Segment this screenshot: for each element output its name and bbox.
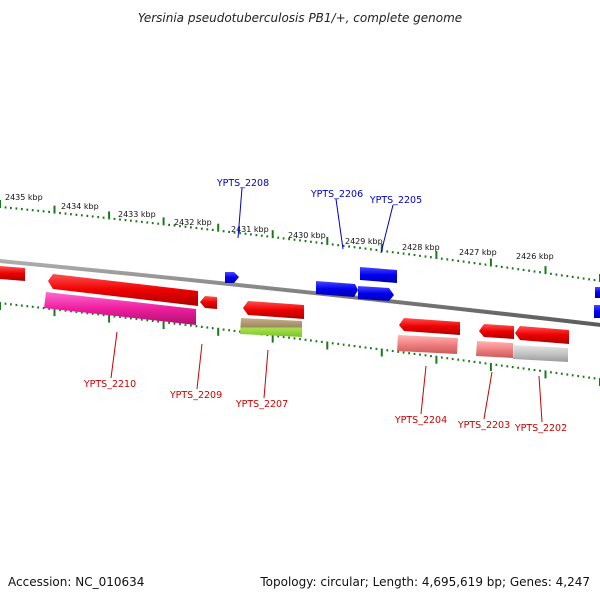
gene-label-ypts-2204[interactable]: YPTS_2204 [394,415,447,426]
scale-label: 2429 kbp [345,237,383,246]
gene-ypts-2207[interactable] [243,301,304,319]
gene-label-ypts-2203[interactable]: YPTS_2203 [457,420,510,431]
gene-ypts-2204[interactable] [399,318,460,335]
leader-line [196,343,203,390]
accession-text: Accession: NC_010634 [8,575,144,589]
forward-gene-labels: YPTS_2208 YPTS_2206 YPTS_2205 [216,178,422,206]
gene-label-ypts-2202[interactable]: YPTS_2202 [514,423,567,434]
leader-line [335,198,344,250]
gene-ypts-2210[interactable] [48,274,198,306]
reverse-gene-labels: YPTS_2210 YPTS_2209 YPTS_2207 YPTS_2204 … [83,379,567,434]
gene-edge-blue-1[interactable] [595,287,600,298]
gene-ypts-2202[interactable] [515,326,569,344]
gene-ypts-2204-hit[interactable] [397,335,458,354]
leader-line [110,331,118,379]
leader-line [380,204,394,254]
leader-line [420,365,427,415]
gene-edge-red[interactable] [0,266,25,281]
gene-label-ypts-2210[interactable]: YPTS_2210 [83,379,136,390]
gene-label-ypts-2205[interactable]: YPTS_2205 [369,195,422,206]
gene-ypts-2206[interactable] [316,281,358,297]
scale-label: 2427 kbp [459,248,497,257]
gene-ypts-2210-hit[interactable] [44,292,196,325]
scale-label: 2434 kbp [61,202,99,211]
gene-ypts-2205-a[interactable] [360,267,397,283]
gene-ypts-2203-hit[interactable] [476,341,513,358]
leader-lines [110,187,543,423]
map-title: Yersinia pseudotuberculosis PB1/+, compl… [138,11,462,25]
forward-genes [225,267,600,318]
leader-line [538,375,543,423]
scale-label: 2433 kbp [118,210,156,219]
genome-summary-text: Topology: circular; Length: 4,695,619 bp… [259,575,590,589]
scale-labels: 2435 kbp 2434 kbp 2433 kbp 2432 kbp 2431… [5,193,554,261]
gene-ypts-2208[interactable] [225,272,239,283]
scale-label: 2430 kbp [288,231,326,240]
gene-ypts-2209[interactable] [200,296,217,309]
gene-ypts-2202-hit[interactable] [513,345,568,362]
gene-ypts-2207-hit[interactable] [240,318,302,337]
gene-ypts-2203[interactable] [479,324,514,339]
gene-label-ypts-2206[interactable]: YPTS_2206 [310,189,363,200]
gene-label-ypts-2207[interactable]: YPTS_2207 [235,399,288,410]
scale-label: 2426 kbp [516,252,554,261]
scale-label: 2431 kbp [231,225,269,234]
upper-scale-ticks [0,200,600,282]
leader-line [237,187,243,239]
scale-label: 2435 kbp [5,193,43,202]
gene-edge-blue-2[interactable] [594,305,600,318]
reverse-genes [0,266,569,362]
gene-label-ypts-2208[interactable]: YPTS_2208 [216,178,269,189]
gene-ypts-2205-b[interactable] [358,286,394,301]
gene-label-ypts-2209[interactable]: YPTS_2209 [169,390,222,401]
scale-label: 2432 kbp [174,218,212,227]
genome-backbone [0,258,600,327]
leader-line [483,371,493,420]
leader-line [263,349,269,399]
scale-label: 2428 kbp [402,243,440,252]
